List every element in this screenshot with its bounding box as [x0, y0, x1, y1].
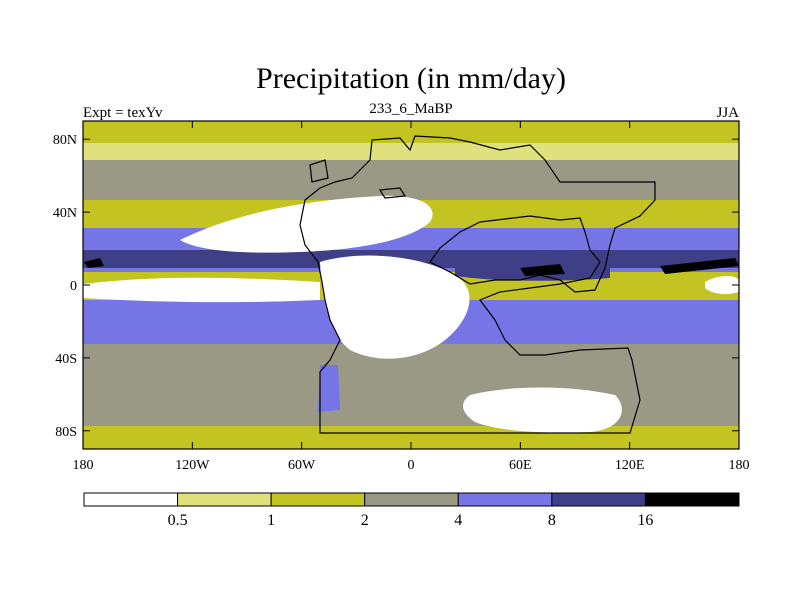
band-northern-dry: [83, 160, 739, 200]
band-arctic-mid: [83, 121, 739, 143]
experiment-label: Expt = texYv: [83, 105, 163, 121]
x-tick-label: 60E: [509, 458, 532, 473]
colorbar: 0.5 1 2 4 8 16: [83, 492, 740, 529]
island-outline: [309, 159, 329, 183]
colorbar-label: 1: [267, 512, 275, 529]
wet-zone-peak-3: [660, 258, 739, 274]
precipitation-field: [83, 121, 739, 449]
continent-outline: [299, 135, 656, 434]
colorbar-swatch: [457, 492, 553, 507]
period-label: 233_6_MaBP: [369, 101, 452, 117]
coastal-wet-strip: [318, 365, 340, 412]
season-label: JJA: [716, 105, 739, 121]
colorbar-swatch: [177, 492, 272, 507]
x-tick-label: 0: [408, 458, 415, 473]
dry-zone-north-continent: [180, 195, 433, 253]
colorbar-label: 8: [548, 512, 556, 529]
dry-zone-southern-interior: [463, 387, 622, 433]
x-tick-label: 180: [73, 458, 94, 473]
dry-zone-east-edge: [705, 276, 739, 295]
x-tick-label: 120W: [175, 458, 210, 473]
dry-zone-east-pacific: [83, 277, 320, 303]
colorbar-label: 0.5: [168, 512, 188, 529]
y-tick-label: 40N: [53, 206, 77, 221]
y-tick-label: 0: [70, 279, 77, 294]
y-tick-label: 80N: [53, 133, 77, 148]
inland-sea-outline: [378, 187, 407, 199]
colorbar-label: 16: [637, 512, 653, 529]
x-tick-label: 60W: [288, 458, 316, 473]
colorbar-swatch: [83, 492, 179, 507]
colorbar-swatch: [270, 492, 366, 507]
colorbar-label: 2: [361, 512, 369, 529]
y-tick-label: 80S: [55, 425, 77, 440]
dry-zone-continent-interior: [320, 255, 470, 359]
x-tick-label: 180: [729, 458, 750, 473]
y-tick-label: 40S: [55, 352, 77, 367]
band-south-high: [83, 386, 739, 426]
chart-title: Precipitation (in mm/day): [256, 62, 566, 95]
colorbar-swatch: [364, 492, 459, 507]
wet-zone-peak-2: [84, 258, 104, 268]
wet-zone-peak-1: [520, 264, 565, 276]
colorbar-swatch: [644, 492, 740, 507]
colorbar-swatch: [551, 492, 646, 507]
x-tick-label: 120E: [615, 458, 645, 473]
x-axis: 180 120W 60W 0 60E 120E 180: [73, 121, 750, 473]
colorbar-label: 4: [454, 512, 462, 529]
y-axis: 80N 40N 0 40S 80S: [53, 133, 739, 440]
